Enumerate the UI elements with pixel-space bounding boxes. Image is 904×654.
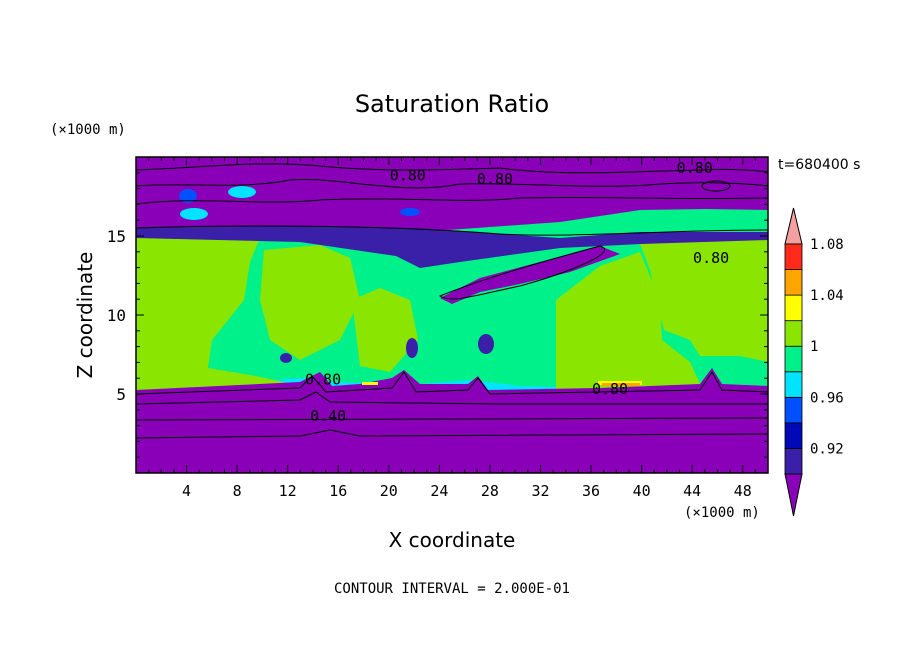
- time-label: t=680400 s: [778, 157, 860, 173]
- contour-label: 0.80: [592, 380, 628, 398]
- colorbar-tick-label: 0.92: [810, 441, 844, 457]
- y-tick-label: 15: [107, 227, 126, 246]
- field-upper-purple: [136, 157, 768, 232]
- x-tick-label: 44: [683, 482, 701, 500]
- colorbar-tick-label: 1.08: [810, 237, 844, 253]
- field-orange-strip: [602, 383, 640, 386]
- x-tick-label: 8: [233, 482, 242, 500]
- colorbar-swatch: [784, 396, 803, 424]
- contour-lines: [136, 163, 768, 439]
- colorbar-tick-label: 1.04: [810, 288, 844, 304]
- contour-label: 0.80: [693, 249, 729, 267]
- x-tick-label: 12: [279, 482, 297, 500]
- field-lime-right-center: [556, 252, 700, 390]
- contour-label: 0.80: [677, 159, 713, 177]
- field-blue-sheet: [136, 226, 768, 268]
- contour-label: 0.80: [390, 167, 426, 185]
- chart-title: Saturation Ratio: [355, 90, 549, 118]
- x-tick-label: 32: [531, 482, 549, 500]
- contour-line: [136, 417, 768, 421]
- field-lime-center: [352, 288, 418, 372]
- y-tick-label: 5: [116, 385, 126, 404]
- colorbar-swatch: [784, 294, 803, 322]
- contour-line: [136, 163, 768, 174]
- field-lime-right: [640, 238, 768, 362]
- field-lime-midleft: [260, 245, 360, 360]
- colorbar-swatch: [784, 243, 803, 270]
- y-tick-label: 10: [107, 306, 126, 325]
- field-cyan-patch: [180, 208, 208, 220]
- x-tick-label: 48: [734, 482, 752, 500]
- contour-label: 0.40: [310, 407, 346, 425]
- colorbar-max-arrow: [784, 207, 803, 245]
- field-purple-patch: [280, 353, 292, 363]
- contour-labels: 0.80 0.80 0.80 0.80 0.80 0.80 0.40: [305, 159, 729, 425]
- x-tick-label: 36: [582, 482, 600, 500]
- field-yellow-strip: [362, 382, 378, 385]
- colorbar-min-arrow: [784, 473, 803, 517]
- colorbar-swatch: [784, 269, 803, 296]
- contour-line: [136, 178, 768, 189]
- contour-line: [136, 196, 768, 205]
- field-lower-purple: [136, 368, 768, 473]
- contour-interval-note: CONTOUR INTERVAL = 2.000E-01: [334, 581, 570, 597]
- x-tick-label: 16: [329, 482, 347, 500]
- field-blue-patch: [478, 334, 494, 354]
- colorbar-swatch: [784, 345, 803, 373]
- x-tick-label: 4: [182, 482, 191, 500]
- y-unit-label: (×1000 m): [50, 122, 126, 138]
- y-axis-title: Z coordinate: [73, 252, 97, 379]
- contour-line: [136, 429, 768, 439]
- x-tick-label: 28: [481, 482, 499, 500]
- x-unit-label: (×1000 m): [684, 505, 760, 521]
- colorbar-swatch: [784, 371, 803, 398]
- field-lime-left: [136, 238, 292, 390]
- colorbar-swatch: [784, 422, 803, 449]
- field-blue-patch: [400, 208, 420, 216]
- x-tick-label: 24: [430, 482, 448, 500]
- contour-label: 0.80: [305, 371, 341, 389]
- contour-field: 0.80 0.80 0.80 0.80 0.80 0.80 0.40: [136, 157, 768, 473]
- x-tick-label: 40: [633, 482, 651, 500]
- contour-line: [438, 245, 605, 300]
- contour-line: [136, 225, 768, 236]
- field-blue-patch: [179, 189, 197, 203]
- field-dry-tongue: [440, 246, 620, 304]
- contour-line: [701, 180, 731, 192]
- colorbar-swatch: [784, 448, 803, 475]
- x-axis-title: X coordinate: [389, 528, 516, 552]
- colorbar-swatch: [784, 320, 803, 347]
- contour-line: [136, 371, 768, 395]
- x-tick-label: 20: [380, 482, 398, 500]
- contour-line: [136, 391, 768, 405]
- colorbar: 0.92 0.96 1 1.04 1.08: [784, 207, 844, 517]
- colorbar-tick-label: 1: [810, 339, 818, 355]
- field-blue-patch: [406, 338, 418, 358]
- contour-label: 0.80: [477, 170, 513, 188]
- field-cyan-patch: [228, 186, 256, 198]
- colorbar-tick-label: 0.96: [810, 390, 844, 406]
